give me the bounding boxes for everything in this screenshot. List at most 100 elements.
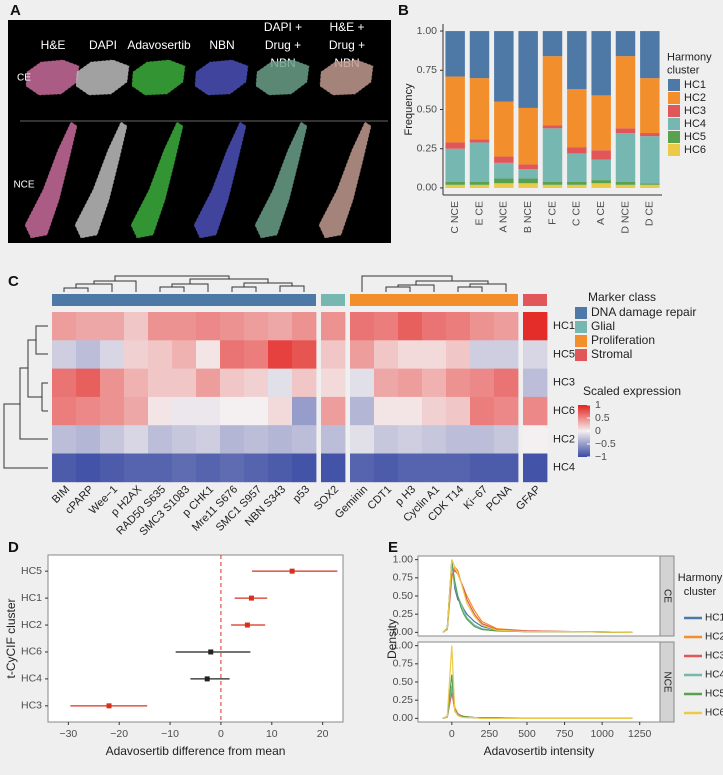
- y-tick-label: 0.00: [417, 182, 438, 194]
- legend-label: HC3: [684, 105, 706, 117]
- bar-segment: [469, 78, 490, 140]
- heatmap-cell: [446, 312, 471, 341]
- plot-panel: [417, 641, 661, 723]
- heatmap-cell: [470, 340, 495, 369]
- heatmap-cell: [374, 453, 399, 483]
- bar-segment: [615, 128, 636, 134]
- heatmap-cell: [446, 368, 471, 398]
- heatmap-cell: [100, 425, 125, 454]
- x-tick-label: −10: [161, 728, 179, 740]
- panel-label: C: [8, 273, 19, 290]
- bar-segment: [494, 101, 514, 157]
- image-row-label: CE: [17, 73, 31, 84]
- x-tick-label: D NCE: [619, 201, 631, 234]
- bar-segment: [445, 181, 465, 185]
- heatmap-cell: [244, 368, 269, 398]
- y-tick-label: HC1: [21, 592, 42, 604]
- facet-label: NCE: [661, 671, 672, 692]
- legend-swatch: [668, 79, 680, 91]
- bar-segment: [567, 31, 587, 90]
- point: [289, 568, 295, 574]
- legend-label: HC2: [705, 632, 723, 643]
- heatmap-cell: [124, 453, 149, 483]
- heatmap-cell: [220, 425, 245, 454]
- row-label: HC4: [553, 462, 575, 474]
- heatmap-cell: [52, 312, 77, 341]
- heatmap-cell: [321, 340, 346, 369]
- y-tick-label: HC5: [21, 565, 42, 577]
- point: [244, 622, 250, 628]
- legend-swatch: [575, 321, 587, 333]
- colorbar-tick-label: 0.5: [595, 412, 610, 424]
- heatmap-cell: [321, 453, 346, 483]
- heatmap-cell: [52, 340, 77, 369]
- bar-segment: [518, 31, 538, 108]
- facet-strip: [659, 555, 675, 637]
- heatmap-cell: [148, 425, 173, 454]
- y-tick-label: 0.50: [393, 590, 414, 602]
- y-tick-label: 1.00: [393, 639, 414, 651]
- heatmap-cell: [100, 340, 125, 369]
- legend-title: Harmony cluster: [667, 51, 712, 76]
- y-tick-label: 0.25: [393, 694, 414, 706]
- y-axis-title: t-CyCIF cluster: [4, 598, 18, 678]
- y-tick-label: 0.75: [393, 658, 414, 670]
- heatmap-cell: [124, 340, 149, 369]
- heatmap-cell: [196, 312, 221, 341]
- tissue-image: [24, 121, 78, 239]
- legend-label: HC4: [684, 118, 706, 130]
- bar-segment: [518, 169, 538, 179]
- heatmap-cell: [494, 340, 519, 369]
- heatmap-cell: [321, 396, 346, 426]
- heatmap-cell: [523, 396, 548, 426]
- heatmap-cell: [220, 368, 245, 398]
- legend-swatch: [575, 307, 587, 319]
- bar-segment: [518, 183, 538, 188]
- heatmap-cell: [494, 425, 519, 454]
- image-column-label: Adavosertib: [127, 38, 191, 52]
- heatmap-cell: [196, 425, 221, 454]
- tissue-image: [193, 121, 247, 239]
- legend-swatch: [575, 335, 587, 347]
- heatmap-cell: [292, 340, 317, 369]
- image-row-label: NCE: [13, 180, 34, 191]
- tissue-image: [75, 59, 130, 96]
- heatmap-cell: [422, 312, 447, 341]
- bar-segment: [445, 184, 465, 188]
- heatmap-cell: [523, 312, 548, 341]
- tissue-image: [254, 121, 308, 239]
- heatmap-cell: [148, 340, 173, 369]
- x-tick-label: 0: [449, 728, 455, 740]
- heatmap-cell: [470, 312, 495, 341]
- heatmap-cell: [124, 368, 149, 398]
- y-tick-label: 0.00: [393, 626, 414, 638]
- heatmap-cell: [244, 425, 269, 454]
- bar-segment: [615, 181, 636, 185]
- x-tick-label: F CE: [546, 201, 558, 225]
- heatmap-cell: [268, 425, 293, 454]
- legend-swatch: [668, 92, 680, 104]
- heatmap-cell: [292, 453, 317, 483]
- heatmap-cell: [374, 425, 399, 454]
- density-line: [442, 559, 633, 633]
- legend-label: Stromal: [591, 347, 632, 361]
- x-tick-label: 10: [266, 728, 278, 740]
- bar-segment: [469, 184, 490, 188]
- bar-segment: [542, 184, 563, 188]
- x-tick-label: 0: [218, 728, 224, 740]
- heatmap-cell: [446, 453, 471, 483]
- heatmap-cell: [350, 312, 375, 341]
- heatmap-cell: [350, 340, 375, 369]
- heatmap-cell: [172, 425, 197, 454]
- point: [208, 649, 214, 655]
- row-label: HC6: [553, 405, 575, 417]
- y-tick-label: HC6: [21, 646, 42, 658]
- column-annotation: [321, 294, 345, 306]
- bar-segment: [591, 31, 611, 96]
- x-tick-label: C NCE: [449, 201, 461, 234]
- heatmap-cell: [172, 340, 197, 369]
- heatmap-cell: [196, 368, 221, 398]
- heatmap-cell: [100, 368, 125, 398]
- legend-label: HC5: [705, 689, 723, 700]
- column-annotation: [52, 294, 316, 306]
